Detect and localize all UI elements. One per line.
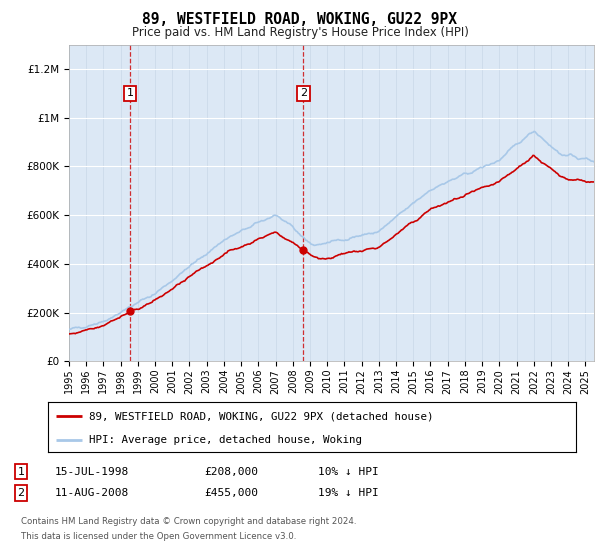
Text: £208,000: £208,000	[204, 466, 258, 477]
Text: 19% ↓ HPI: 19% ↓ HPI	[318, 488, 379, 498]
Text: 89, WESTFIELD ROAD, WOKING, GU22 9PX: 89, WESTFIELD ROAD, WOKING, GU22 9PX	[143, 12, 458, 27]
Text: Price paid vs. HM Land Registry's House Price Index (HPI): Price paid vs. HM Land Registry's House …	[131, 26, 469, 39]
Text: 1: 1	[127, 88, 133, 99]
Text: 2: 2	[300, 88, 307, 99]
Text: 89, WESTFIELD ROAD, WOKING, GU22 9PX (detached house): 89, WESTFIELD ROAD, WOKING, GU22 9PX (de…	[89, 411, 434, 421]
Text: 15-JUL-1998: 15-JUL-1998	[55, 466, 130, 477]
Text: Contains HM Land Registry data © Crown copyright and database right 2024.: Contains HM Land Registry data © Crown c…	[21, 517, 356, 526]
Text: 10% ↓ HPI: 10% ↓ HPI	[318, 466, 379, 477]
Text: £455,000: £455,000	[204, 488, 258, 498]
Text: This data is licensed under the Open Government Licence v3.0.: This data is licensed under the Open Gov…	[21, 532, 296, 541]
Text: 2: 2	[17, 488, 25, 498]
Text: 1: 1	[17, 466, 25, 477]
Text: 11-AUG-2008: 11-AUG-2008	[55, 488, 130, 498]
Text: HPI: Average price, detached house, Woking: HPI: Average price, detached house, Woki…	[89, 435, 362, 445]
